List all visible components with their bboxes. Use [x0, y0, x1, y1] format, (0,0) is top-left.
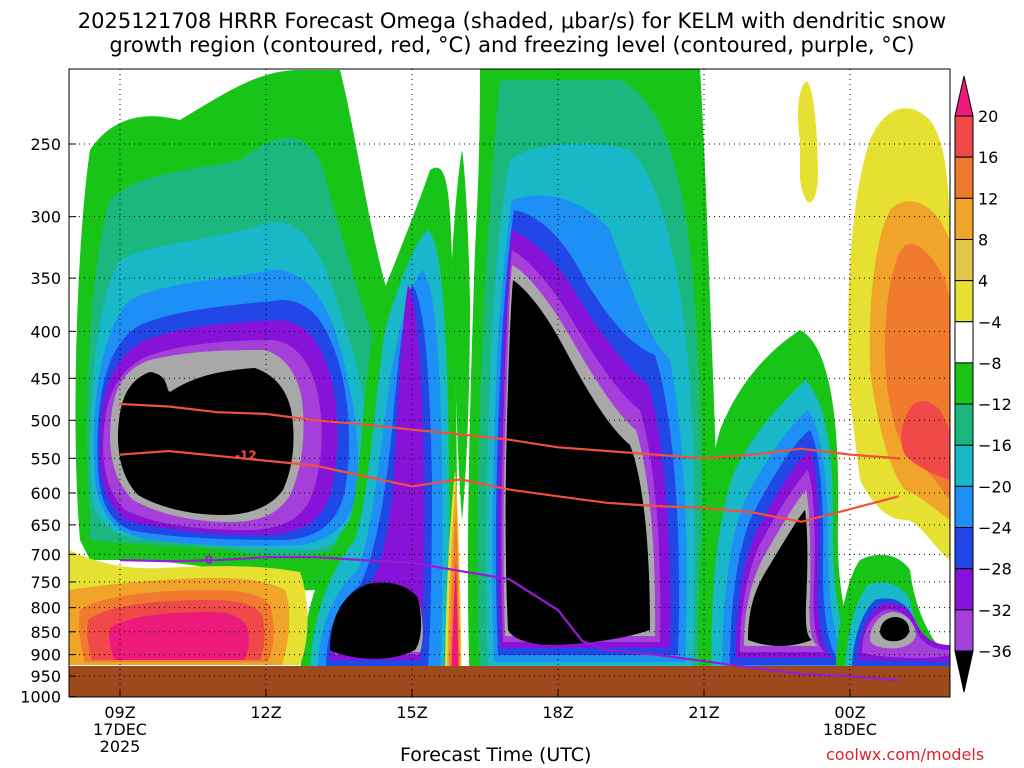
- x-tick-label: 18Z: [542, 703, 574, 722]
- omega-region-left: [75, 70, 411, 591]
- colorbar-label: −12: [978, 395, 1012, 414]
- colorbar-label: 12: [978, 189, 998, 208]
- ground-surface: [69, 666, 950, 697]
- omega-spike-16z: [445, 150, 470, 690]
- colorbar-swatch: [954, 527, 974, 570]
- colorbar-label: 4: [978, 272, 988, 291]
- y-tick-label: 300: [30, 208, 61, 227]
- colorbar-swatch: [954, 444, 974, 487]
- colorbar-top-arrow: [954, 75, 974, 117]
- x-tick-label: 00Z 18DEC: [823, 703, 877, 739]
- credit-text[interactable]: coolwx.com/models: [826, 745, 985, 764]
- colorbar-label: 16: [978, 148, 998, 167]
- x-axis-title: Forecast Time (UTC): [400, 744, 592, 766]
- y-tick-label: 250: [30, 135, 61, 154]
- x-tick-label: 12Z: [250, 703, 282, 722]
- colorbar-label: 20: [978, 107, 998, 126]
- colorbar-swatch: [954, 321, 974, 364]
- colorbar-swatch: [954, 115, 974, 158]
- y-tick-label: 800: [30, 599, 61, 618]
- x-tick-label: 09Z 17DEC 2025: [93, 703, 147, 756]
- contour-label-dgz: -12: [235, 449, 257, 463]
- omega-region-18z: [467, 69, 717, 690]
- colorbar-label: −24: [978, 519, 1012, 538]
- y-tick-label: 850: [30, 623, 61, 642]
- colorbar-swatch: [954, 280, 974, 323]
- y-tick-label: 650: [30, 516, 61, 535]
- contour-label-freezing: 0: [205, 553, 213, 567]
- colorbar-swatch: [954, 609, 974, 652]
- colorbar-label: −16: [978, 436, 1012, 455]
- colorbar-label: −32: [978, 601, 1012, 620]
- freezing-level-line: [119, 556, 899, 682]
- colorbar-label: −8: [978, 354, 1002, 373]
- y-tick-label: 350: [30, 269, 61, 288]
- positive-omega-lowlevel: [69, 550, 308, 665]
- plot-frame: [68, 68, 951, 698]
- y-tick-label: 400: [30, 322, 61, 341]
- omega-region-01z: [835, 554, 950, 690]
- colorbar-label: −28: [978, 560, 1012, 579]
- omega-shaded-field: [69, 69, 950, 697]
- dgz-contour-line: [119, 449, 899, 523]
- y-tick-label: 950: [30, 667, 61, 686]
- colorbar-swatch: [954, 568, 974, 611]
- colorbar-label: −4: [978, 313, 1002, 332]
- colorbar-swatch: [954, 197, 974, 240]
- x-tick-label: 21Z: [688, 703, 720, 722]
- y-tick-label: 750: [30, 573, 61, 592]
- chart-title-line-1: 2025121708 HRRR Forecast Omega (shaded, …: [77, 9, 947, 33]
- y-tick-label: 450: [30, 369, 61, 388]
- y-tick-label: 700: [30, 545, 61, 564]
- chart-title-line-2: growth region (contoured, red, °C) and f…: [109, 33, 915, 57]
- x-tick-label: 15Z: [396, 703, 428, 722]
- colorbar-swatch: [954, 403, 974, 446]
- dgz-contour-line: [119, 402, 899, 460]
- colorbar-label: −20: [978, 477, 1012, 496]
- colorbar-swatch: [954, 485, 974, 529]
- y-axis: 250 300 350 400 450 500 550 600 650 700 750 800 850 9…: [20, 135, 76, 707]
- y-tick-label: 1000: [20, 688, 61, 707]
- omega-region-23z: [698, 330, 870, 690]
- colorbar-swatch: [954, 156, 974, 199]
- colorbar-label: −36: [978, 642, 1012, 661]
- positive-omega-right: [797, 81, 950, 560]
- y-tick-label: 600: [30, 484, 61, 503]
- colorbar: 20 16 12 8 4 −4 −8 −12 −16 −20 −24 −28 −32 −36: [954, 75, 1012, 693]
- y-tick-label: 550: [30, 449, 61, 468]
- y-tick-label: 900: [30, 646, 61, 665]
- contour-lines: -12 0: [119, 402, 899, 682]
- colorbar-label: 8: [978, 230, 988, 249]
- grid-lines: [69, 69, 950, 697]
- colorbar-swatch: [954, 362, 974, 405]
- colorbar-bottom-arrow: [954, 650, 974, 693]
- y-tick-label: 500: [30, 411, 61, 430]
- colorbar-swatch: [954, 238, 974, 282]
